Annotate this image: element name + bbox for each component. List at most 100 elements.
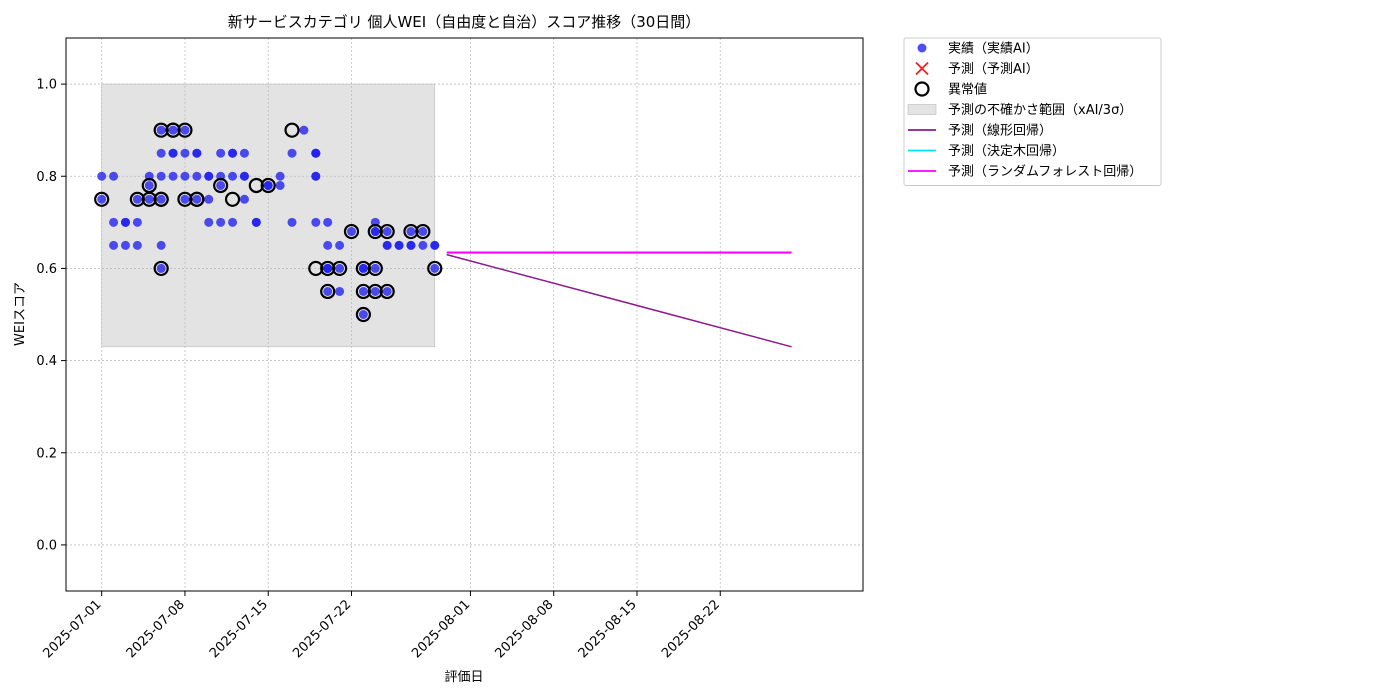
- x-tick-label: 2025-08-08: [493, 597, 557, 661]
- actual-point: [180, 125, 190, 135]
- y-tick-label: 0.4: [36, 354, 57, 369]
- y-tick-label: 0.6: [36, 262, 57, 277]
- actual-point: [192, 194, 202, 204]
- actual-point: [109, 240, 119, 250]
- outlier-marker: [320, 260, 336, 277]
- actual-point: [168, 148, 178, 158]
- actual-point: [168, 125, 178, 135]
- outlier-marker: [94, 191, 110, 207]
- actual-point: [323, 263, 333, 273]
- outlier-marker: [248, 177, 264, 194]
- actual-point: [192, 171, 202, 181]
- actual-point: [287, 217, 297, 227]
- outlier-marker: [367, 260, 383, 277]
- legend-label: 予測（線形回帰）: [948, 123, 1052, 139]
- legend-label: 予測（ランダムフォレスト回帰）: [948, 164, 1142, 180]
- actual-point: [370, 263, 380, 273]
- x-tick-label: 2025-07-08: [124, 597, 188, 661]
- actual-point: [358, 263, 368, 273]
- x-tick-label: 2025-08-15: [576, 597, 640, 661]
- outlier-marker: [331, 260, 348, 277]
- actual-point: [239, 194, 249, 204]
- actual-point: [346, 227, 356, 237]
- outlier-marker: [260, 177, 276, 194]
- actual-point: [216, 217, 226, 227]
- actual-point: [382, 227, 392, 237]
- actual-point: [275, 180, 285, 190]
- actual-point: [156, 240, 166, 250]
- x-tick-label: 2025-08-01: [409, 597, 473, 661]
- actual-point: [132, 217, 142, 227]
- actual-point: [156, 171, 166, 181]
- actual-point: [239, 148, 249, 158]
- legend-label: 予測（決定木回帰）: [948, 143, 1065, 159]
- actual-point: [180, 194, 190, 204]
- outlier-marker: [129, 191, 145, 207]
- legend-swatch-actual: [917, 43, 927, 53]
- actual-point: [251, 217, 261, 227]
- actual-point: [418, 240, 428, 250]
- legend-swatch-forecast: [915, 61, 929, 76]
- actual-point: [120, 240, 130, 250]
- outlier-marker: [177, 191, 193, 207]
- outlier-marker: [343, 223, 360, 240]
- outlier-marker: [379, 283, 395, 300]
- actual-point: [430, 263, 440, 273]
- actual-point: [406, 227, 416, 237]
- actual-point: [382, 286, 392, 296]
- outlier-marker: [355, 283, 371, 300]
- y-tick-label: 0.0: [36, 538, 57, 553]
- actual-point: [311, 171, 321, 181]
- actual-point: [216, 148, 226, 158]
- actual-point: [132, 194, 142, 204]
- outlier-marker: [284, 122, 300, 138]
- outlier-marker: [415, 223, 431, 240]
- actual-point: [323, 240, 333, 250]
- actual-point: [156, 125, 166, 135]
- actual-point: [370, 286, 380, 296]
- outlier-marker: [355, 260, 371, 277]
- actual-point: [192, 148, 202, 158]
- legend-label: 実績（実績AI）: [948, 41, 1039, 57]
- actual-point: [132, 240, 142, 250]
- forecast-line: [446, 253, 792, 348]
- outlier-marker: [367, 223, 383, 240]
- actual-point: [144, 180, 154, 190]
- actual-point: [97, 194, 107, 204]
- actual-point: [168, 171, 178, 181]
- legend-label: 予測（予測AI）: [948, 62, 1039, 77]
- legend-box: [903, 37, 1162, 186]
- actual-point: [120, 217, 130, 227]
- outlier-marker: [165, 122, 181, 138]
- legend-label: 異常値: [948, 82, 987, 98]
- actual-point: [358, 286, 368, 296]
- actual-point: [299, 125, 309, 135]
- legend-swatch-outlier: [914, 81, 930, 97]
- actual-point: [97, 171, 107, 181]
- actual-point: [156, 194, 166, 204]
- actual-point: [180, 171, 190, 181]
- actual-point: [228, 217, 238, 227]
- actual-point: [287, 148, 297, 158]
- legend-swatch-band: [907, 104, 937, 115]
- actual-point: [406, 240, 416, 250]
- x-tick-label: 2025-07-22: [290, 597, 354, 661]
- actual-point: [204, 194, 214, 204]
- outlier-marker: [308, 260, 324, 277]
- actual-point: [156, 148, 166, 158]
- actual-point: [394, 240, 404, 250]
- actual-point: [323, 286, 333, 296]
- y-tick-label: 0.2: [36, 446, 57, 461]
- actual-point: [204, 171, 214, 181]
- outlier-marker: [403, 223, 419, 240]
- plot-frame: [65, 37, 864, 592]
- actual-point: [430, 240, 440, 250]
- y-tick-label: 1.0: [36, 78, 57, 93]
- actual-point: [382, 240, 392, 250]
- outlier-marker: [379, 223, 395, 240]
- outlier-marker: [355, 306, 371, 323]
- actual-point: [216, 180, 226, 190]
- actual-point: [311, 217, 321, 227]
- actual-point: [311, 148, 321, 158]
